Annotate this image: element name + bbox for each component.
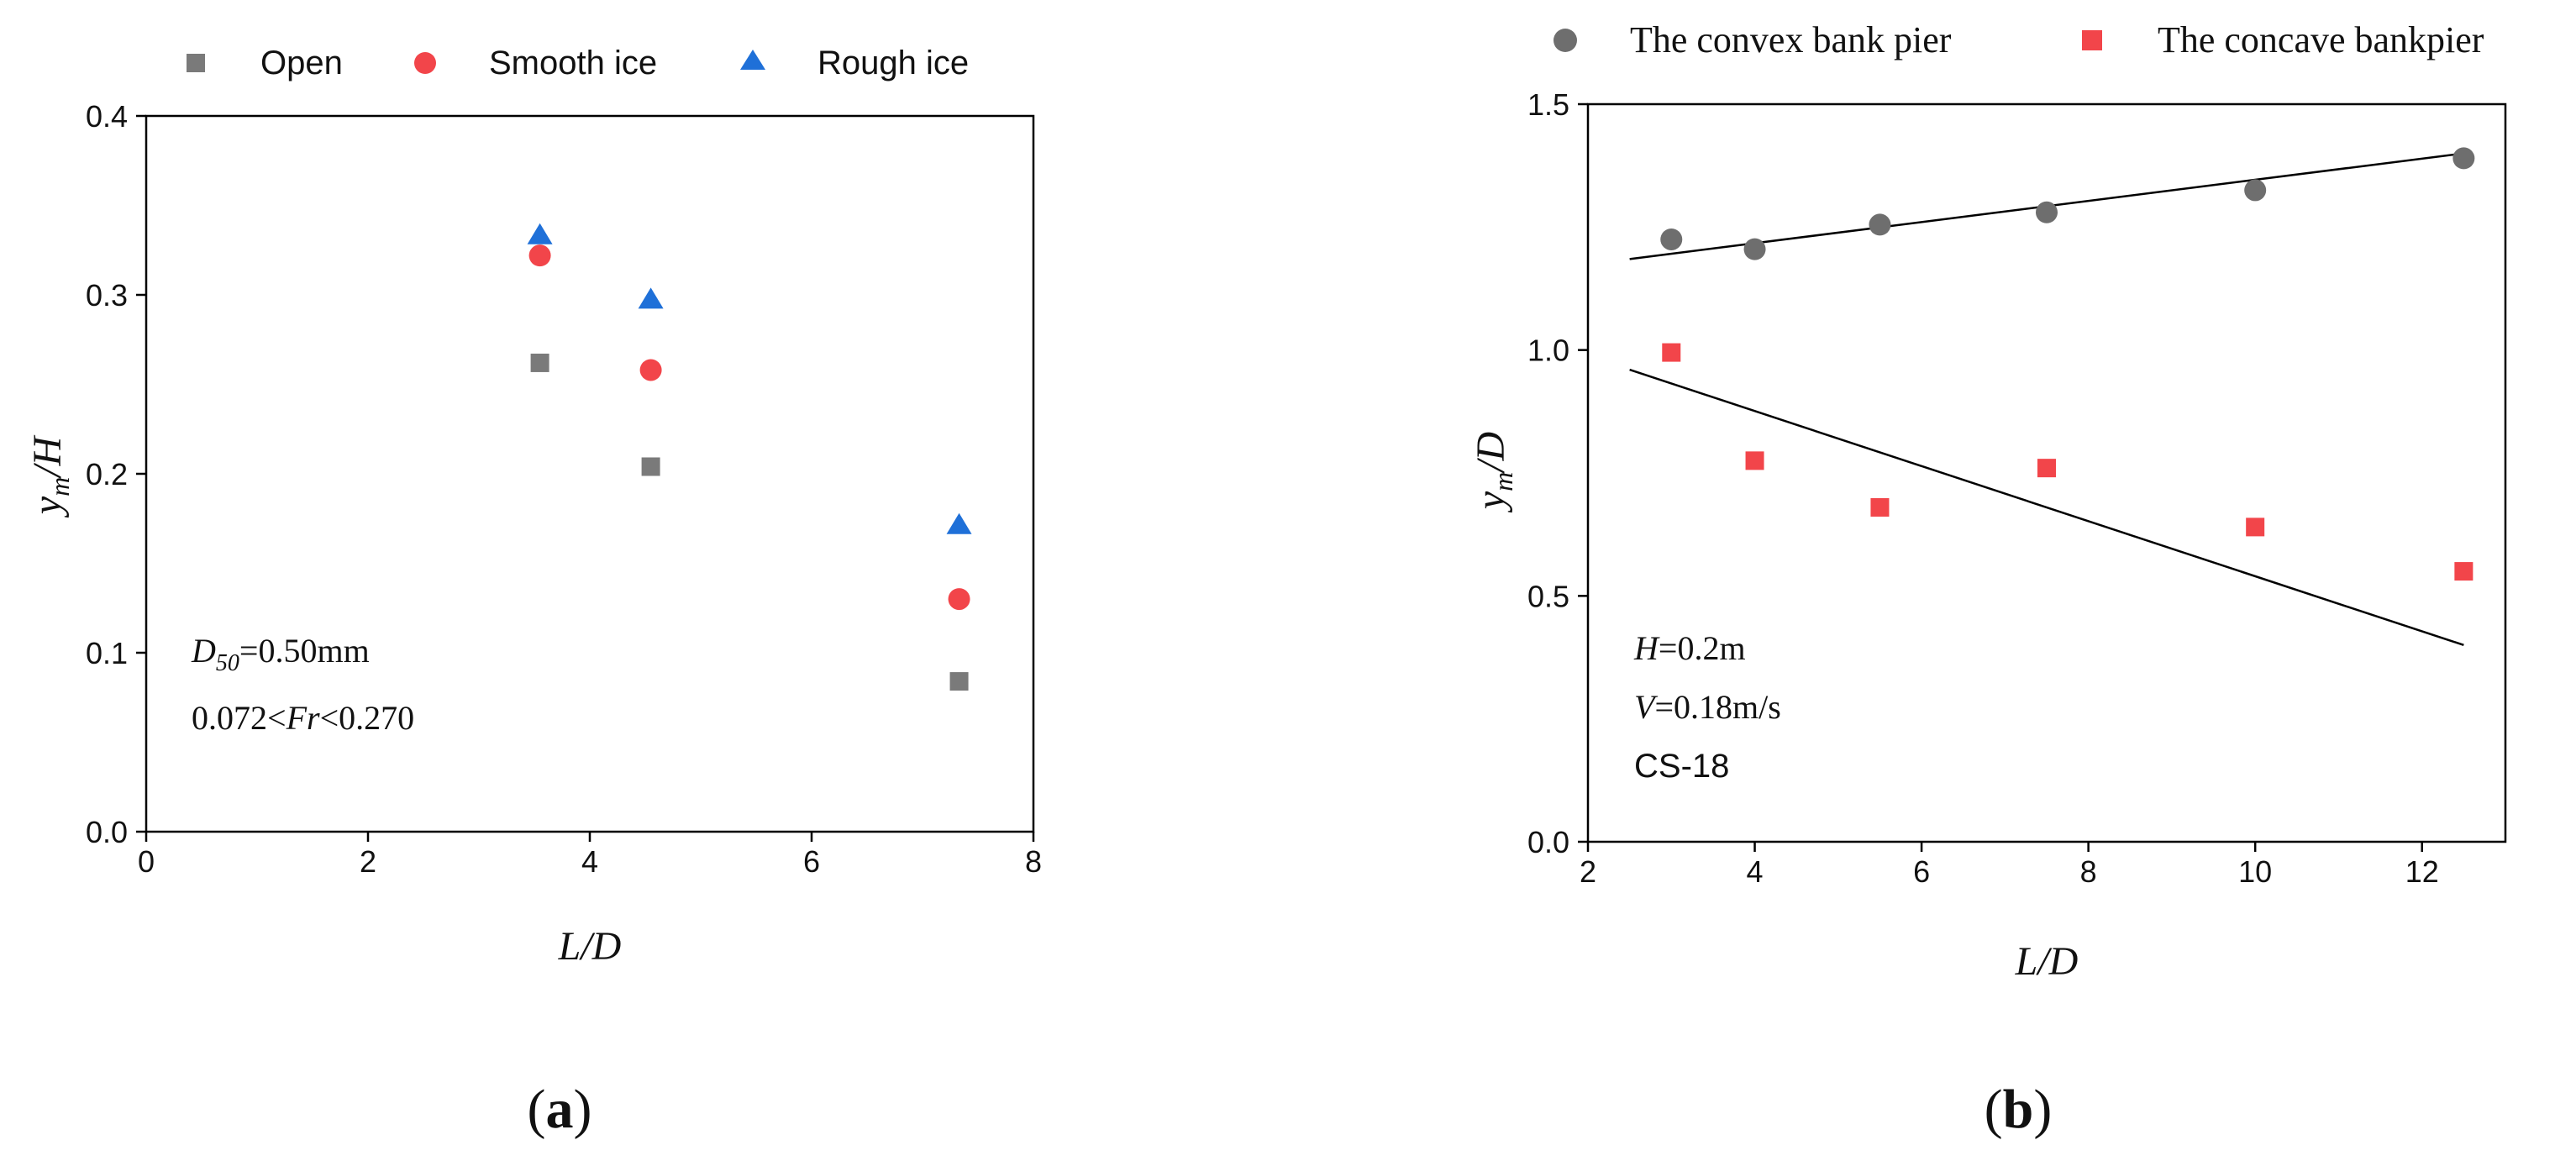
xtick-label: 4	[1747, 854, 1764, 889]
ytick-label: 0.0	[1527, 825, 1569, 859]
data-point-series-0	[2244, 179, 2267, 202]
annotation-b-v: V=0.18m/s	[1634, 688, 1781, 726]
xtick-label: 0	[138, 844, 155, 879]
xtick-label: 8	[2080, 854, 2097, 889]
data-point-series-0	[530, 353, 549, 372]
ytick-label: 0.4	[86, 99, 128, 134]
panel-b: The convex bank pier The concave bankpie…	[1469, 19, 2507, 1140]
data-point-series-2	[638, 287, 664, 309]
ytick-label: 1.5	[1527, 87, 1569, 122]
data-point-series-1	[2454, 562, 2473, 581]
xaxis-a-title: L/D	[558, 924, 622, 969]
ytick-label: 0.0	[86, 815, 128, 849]
data-point-series-1	[1662, 343, 1681, 362]
legend-b-concave-marker	[2082, 30, 2102, 50]
plot-b-ticks: 2 4 6 8 10 12 0.0 0.5 1.0 1.5	[1527, 87, 2439, 889]
annotation-b-h: H=0.2m	[1633, 629, 1746, 667]
panel-a: Open Smooth ice Rough ice 0 2 4 6 8 0.0 0.1 0.2…	[25, 45, 1042, 1140]
legend-a-smooth-ice-label: Smooth ice	[489, 45, 657, 81]
legend-a: Open Smooth ice Rough ice	[187, 45, 969, 81]
plot-b-frame	[1586, 102, 2507, 843]
annotation-a-fr: 0.072<Fr<0.270	[192, 699, 414, 737]
legend-b: The convex bank pier The concave bankpie…	[1553, 19, 2484, 60]
panel-b-label: (b)	[1985, 1079, 2053, 1140]
xaxis-b-title: L/D	[2015, 939, 2079, 984]
data-point-series-0	[1869, 213, 1891, 236]
xtick-label: 4	[581, 844, 598, 879]
data-point-series-1	[948, 588, 970, 611]
data-point-series-1	[2037, 459, 2056, 478]
trendline-series-1	[1629, 368, 2464, 647]
plot-a-points	[527, 223, 972, 691]
xtick-label: 8	[1025, 844, 1042, 879]
ytick-label: 0.3	[86, 278, 128, 313]
data-point-series-1	[528, 244, 551, 267]
ytick-label: 0.5	[1527, 579, 1569, 613]
xtick-label: 6	[1913, 854, 1930, 889]
data-point-series-1	[639, 359, 662, 381]
xtick-label: 2	[1580, 854, 1596, 889]
data-point-series-2	[946, 512, 972, 534]
ytick-label: 0.2	[86, 457, 128, 491]
legend-a-rough-ice-label: Rough ice	[817, 45, 969, 81]
annotation-a-d50: D50=0.50mm	[191, 632, 370, 676]
data-point-series-0	[641, 457, 660, 476]
ytick-label: 0.1	[86, 636, 128, 670]
data-point-series-1	[1745, 451, 1764, 470]
legend-b-convex-marker	[1553, 29, 1577, 52]
data-point-series-0	[2036, 201, 2058, 223]
xtick-label: 12	[2405, 854, 2439, 889]
legend-b-concave-label: The concave bankpier	[2158, 19, 2484, 60]
data-point-series-0	[1660, 228, 1683, 250]
panel-a-label: (a)	[528, 1079, 592, 1140]
data-point-series-0	[2452, 147, 2475, 170]
plot-b-points	[1660, 147, 2475, 581]
legend-a-open-label: Open	[260, 45, 343, 81]
yaxis-a-title: ym/H	[25, 434, 75, 518]
xtick-label: 6	[803, 844, 820, 879]
data-point-series-2	[527, 223, 553, 244]
data-point-series-1	[2246, 517, 2265, 537]
yaxis-b-title: ym/D	[1469, 432, 1518, 513]
plot-b-trendlines	[1629, 152, 2464, 647]
ytick-label: 1.0	[1527, 334, 1569, 368]
legend-a-smooth-ice-marker	[414, 52, 436, 74]
legend-a-open-marker	[187, 54, 205, 72]
xtick-label: 2	[360, 844, 376, 879]
data-point-series-0	[1743, 238, 1766, 260]
legend-b-convex-label: The convex bank pier	[1630, 19, 1952, 60]
xtick-label: 10	[2238, 854, 2272, 889]
annotation-b-cs: CS-18	[1634, 748, 1729, 785]
legend-a-rough-ice-marker	[740, 50, 765, 70]
plot-a-ticks: 0 2 4 6 8 0.0 0.1 0.2 0.3 0.4	[86, 99, 1042, 879]
data-point-series-1	[1870, 497, 1890, 517]
data-point-series-0	[949, 672, 969, 691]
